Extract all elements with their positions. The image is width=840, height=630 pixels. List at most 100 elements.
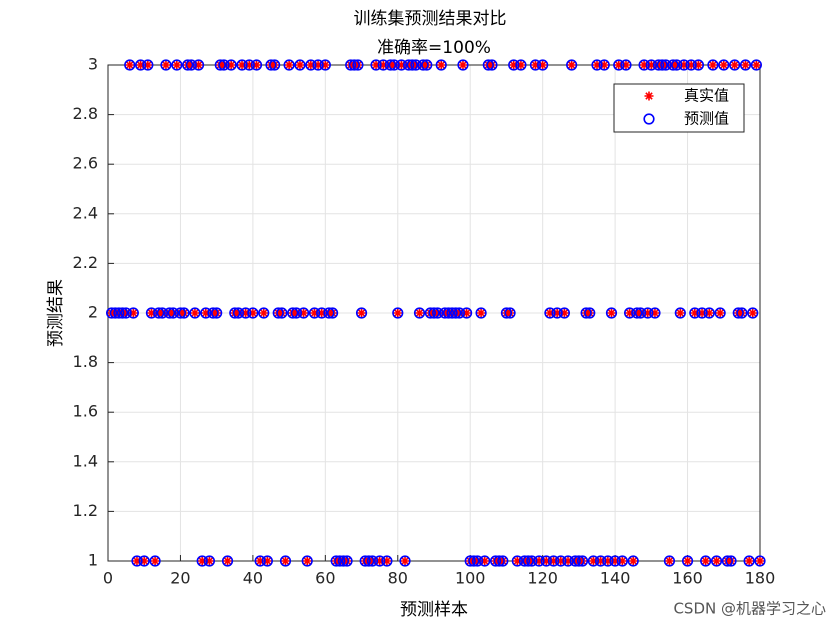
point: [185, 59, 197, 71]
point: [317, 308, 327, 318]
point: [313, 60, 323, 70]
point: [580, 307, 592, 319]
point: [370, 59, 382, 71]
point: [646, 60, 656, 70]
point: [508, 59, 520, 71]
point: [472, 556, 482, 566]
point: [617, 556, 627, 566]
point: [435, 59, 447, 71]
point: [576, 555, 589, 567]
point: [388, 59, 400, 71]
point: [614, 60, 624, 70]
point: [453, 307, 465, 319]
point: [518, 555, 531, 567]
point: [149, 555, 161, 567]
x-tick-label: 120: [527, 569, 558, 588]
point: [529, 59, 542, 71]
point: [190, 308, 200, 318]
point: [261, 555, 273, 567]
point: [598, 59, 610, 71]
point: [533, 555, 545, 567]
point: [721, 555, 734, 567]
x-tick-label: 100: [455, 569, 486, 588]
point: [382, 556, 392, 566]
point: [505, 308, 515, 318]
point: [283, 59, 295, 71]
point: [616, 555, 628, 567]
point: [605, 307, 618, 319]
point: [656, 59, 668, 71]
point: [704, 308, 714, 318]
point: [744, 556, 754, 566]
point: [457, 59, 469, 71]
point: [121, 308, 131, 318]
point: [316, 307, 328, 319]
point: [363, 555, 375, 567]
point: [750, 59, 762, 71]
point: [337, 555, 350, 567]
point: [415, 308, 425, 318]
point: [244, 60, 254, 70]
point: [609, 555, 621, 567]
point: [194, 60, 204, 70]
legend-marker: [644, 91, 654, 101]
point: [556, 556, 566, 566]
point: [454, 308, 464, 318]
point: [378, 60, 388, 70]
point: [509, 60, 519, 70]
point: [323, 307, 335, 319]
point: [374, 555, 386, 567]
point: [124, 59, 136, 71]
point: [186, 60, 196, 70]
point: [479, 555, 491, 567]
point: [131, 555, 143, 567]
point: [396, 60, 406, 70]
legend-marker: [643, 113, 655, 125]
point: [562, 555, 574, 567]
point: [384, 59, 397, 71]
point: [685, 59, 697, 71]
point: [132, 556, 142, 566]
point: [725, 555, 737, 567]
point: [345, 59, 357, 71]
point: [511, 555, 523, 567]
point: [689, 307, 701, 319]
point: [461, 307, 473, 319]
point: [143, 60, 153, 70]
point: [736, 307, 748, 319]
point: [214, 59, 226, 71]
point: [442, 307, 455, 319]
point: [703, 307, 715, 319]
point: [486, 59, 498, 71]
point: [516, 60, 526, 70]
point: [182, 59, 194, 71]
point: [679, 60, 689, 70]
point: [109, 307, 121, 319]
point: [754, 555, 766, 567]
point: [512, 556, 522, 566]
point: [707, 59, 719, 71]
point: [462, 308, 472, 318]
point: [225, 59, 237, 71]
point: [674, 307, 686, 319]
point: [392, 307, 404, 319]
point: [150, 556, 160, 566]
point: [610, 556, 620, 566]
point: [573, 555, 585, 567]
point: [212, 308, 222, 318]
point: [578, 556, 588, 566]
point: [406, 59, 418, 71]
point: [174, 307, 187, 319]
point: [661, 60, 671, 70]
point: [201, 308, 211, 318]
x-axis-label: 预测样本: [400, 600, 468, 620]
x-tick-label: 60: [315, 569, 335, 588]
point: [167, 307, 179, 319]
point: [660, 59, 672, 71]
point: [487, 60, 497, 70]
point: [247, 307, 259, 319]
x-tick-label: 180: [745, 569, 776, 588]
point: [265, 59, 277, 71]
point: [334, 555, 346, 567]
point: [547, 555, 560, 567]
